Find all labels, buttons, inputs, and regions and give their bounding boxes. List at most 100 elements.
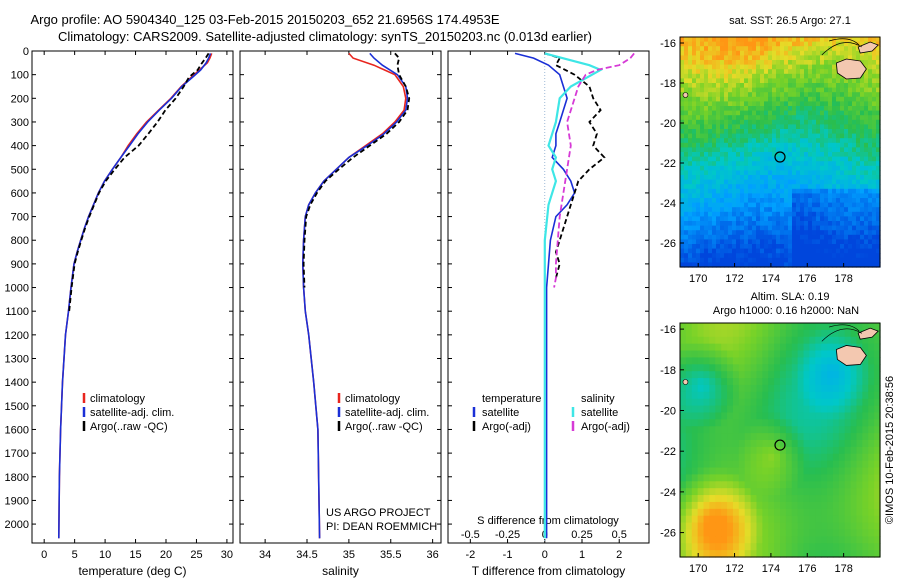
map-cell xyxy=(872,110,877,116)
map-cell xyxy=(738,453,746,462)
map-cell xyxy=(724,262,729,268)
map-cell xyxy=(720,202,725,208)
map-cell xyxy=(724,69,729,75)
map-cell xyxy=(780,221,785,227)
map-cell xyxy=(803,515,811,524)
map-cell xyxy=(844,371,852,379)
map-cell xyxy=(796,262,801,268)
map-cell xyxy=(756,147,761,153)
map-cell xyxy=(716,101,721,107)
map-cell xyxy=(680,138,685,144)
map-cell xyxy=(688,161,693,167)
map-cell xyxy=(700,110,705,116)
map-cell xyxy=(828,138,833,144)
map-cell xyxy=(832,106,837,112)
map-cell xyxy=(762,323,769,331)
map-cell xyxy=(728,60,733,66)
map-cell xyxy=(785,323,793,331)
map-cell xyxy=(764,55,769,61)
map-cell xyxy=(816,193,821,199)
map-cell xyxy=(692,64,697,70)
map-cell xyxy=(872,115,877,121)
map-cell xyxy=(738,481,746,489)
map-cell xyxy=(756,405,763,414)
map-cell xyxy=(704,55,709,61)
map-cell xyxy=(724,37,729,43)
map-cell xyxy=(809,323,816,331)
map-cell xyxy=(827,501,834,510)
map-cell xyxy=(736,156,741,162)
map-cell xyxy=(764,83,769,89)
map-cell xyxy=(804,106,809,112)
map-cell xyxy=(840,207,845,213)
map-cell xyxy=(727,536,734,544)
map-cell xyxy=(708,188,713,194)
map-cell xyxy=(785,474,793,482)
map-cell xyxy=(844,244,849,250)
map-cell xyxy=(844,184,849,190)
map-cell xyxy=(708,184,713,190)
map-cell xyxy=(784,207,789,213)
map-cell xyxy=(756,426,763,434)
map-cell xyxy=(744,405,752,414)
map-cell xyxy=(784,119,789,125)
map-cell xyxy=(752,248,757,254)
map-cell xyxy=(780,460,787,469)
map-cell xyxy=(827,384,834,393)
map-cell xyxy=(684,253,689,259)
map-cell xyxy=(740,179,745,185)
map-cell xyxy=(760,188,765,194)
map-cell xyxy=(780,119,785,125)
x-tick-label: 35.5 xyxy=(380,549,401,561)
map-cell xyxy=(756,55,761,61)
map-cell xyxy=(736,78,741,84)
map-cell xyxy=(868,398,875,407)
map-cell xyxy=(821,384,828,393)
map-cell xyxy=(856,216,861,222)
map-cell xyxy=(860,73,865,79)
series-s-argo xyxy=(553,52,635,288)
map-cell xyxy=(772,37,777,43)
map-cell xyxy=(780,446,787,455)
map-cell xyxy=(720,142,725,148)
map-cell xyxy=(760,129,765,135)
map-cell xyxy=(872,184,877,190)
map-cell xyxy=(821,460,828,469)
map-cell xyxy=(872,142,877,148)
map-cell xyxy=(772,216,777,222)
map-cell xyxy=(788,73,793,79)
map-cell xyxy=(840,124,845,130)
map-cell xyxy=(732,460,740,469)
map-cell xyxy=(840,230,845,236)
map-cell xyxy=(732,211,737,217)
map-cell xyxy=(760,50,765,56)
map-cell xyxy=(804,69,809,75)
map-cell xyxy=(872,161,877,167)
map-cell xyxy=(788,156,793,162)
map-cell xyxy=(797,426,805,434)
map-cell xyxy=(697,433,705,441)
map-cell xyxy=(828,170,833,176)
map-cell xyxy=(820,170,825,176)
map-cell xyxy=(860,119,865,125)
map-cell xyxy=(764,216,769,222)
map-cell xyxy=(784,69,789,75)
map-cell xyxy=(744,179,749,185)
map-cell xyxy=(708,129,713,135)
map-cell xyxy=(840,175,845,181)
map-cell xyxy=(727,460,734,469)
map-cell xyxy=(760,37,765,43)
map-cell xyxy=(691,460,699,469)
map-cell xyxy=(838,378,846,386)
map-cell xyxy=(680,170,685,176)
map-cell xyxy=(732,343,740,352)
map-cell xyxy=(764,37,769,43)
map-cell xyxy=(792,262,797,268)
map-cell xyxy=(828,119,833,125)
map-cell xyxy=(772,262,777,268)
map-cell xyxy=(712,92,717,98)
map-cell xyxy=(844,124,849,130)
map-cell xyxy=(762,336,769,345)
map-cell xyxy=(856,391,863,400)
map-cell xyxy=(720,211,725,217)
